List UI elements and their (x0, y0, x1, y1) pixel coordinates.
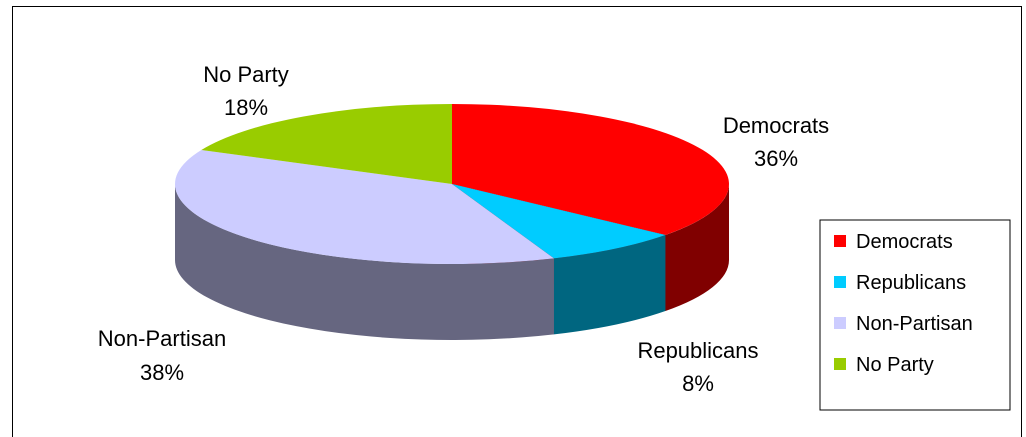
slice-side-non-partisan (175, 184, 554, 340)
slice-non-partisan (175, 149, 554, 264)
slice-no-party (201, 104, 452, 184)
legend-entry-non-partisan: Non-Partisan (856, 313, 973, 335)
label-name-no-party: No Party (203, 62, 289, 87)
slice-democrats (452, 104, 729, 235)
legend-swatch-democrats (834, 235, 846, 247)
label-value-democrats: 36% (754, 146, 798, 171)
legend-entry-no-party: No Party (856, 354, 934, 376)
label-name-republicans: Republicans (637, 338, 758, 363)
legend-entry-democrats: Democrats (856, 231, 953, 253)
legend-swatch-republicans (834, 276, 846, 288)
slice-side-republicans (553, 234, 666, 335)
slice-republicans (452, 184, 666, 259)
legend-swatch-non-partisan (834, 317, 846, 329)
label-value-no-party: 18% (224, 95, 268, 120)
label-value-republicans: 8% (682, 371, 714, 396)
label-name-non-partisan: Non-Partisan (98, 326, 226, 351)
slice-side-democrats (665, 184, 729, 311)
legend-swatch-no-party (834, 358, 846, 370)
label-name-democrats: Democrats (723, 113, 829, 138)
pie-tops (175, 104, 729, 264)
label-value-non-partisan: 38% (140, 360, 184, 385)
legend-entry-republicans: Republicans (856, 272, 966, 294)
legend-box (819, 219, 1011, 411)
legend: Democrats Republicans Non-Partisan No Pa… (819, 219, 1011, 411)
